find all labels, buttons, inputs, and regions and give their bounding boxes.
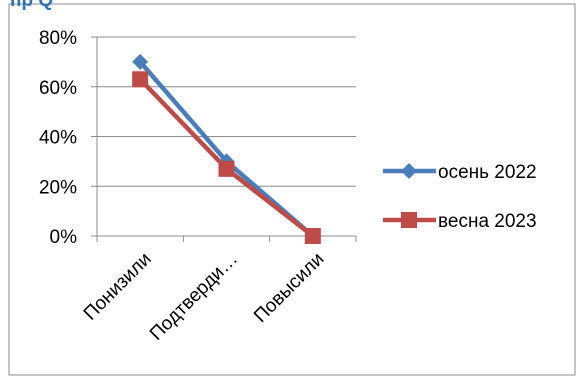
- legend-label: весна 2023: [438, 211, 537, 232]
- chart-area-border: [8, 3, 576, 376]
- legend-entry: осень 2022: [383, 162, 537, 183]
- data-point: [132, 53, 149, 70]
- series: [132, 53, 321, 244]
- legend-label: осень 2022: [438, 162, 537, 183]
- legend-marker: [401, 212, 417, 228]
- legend-entry: весна 2023: [383, 211, 537, 232]
- partial-heading: пр Q: [10, 0, 53, 11]
- data-point: [132, 71, 149, 88]
- y-tick-label: 40%: [39, 128, 77, 149]
- legend: осень 2022 весна 2023: [383, 162, 537, 232]
- series-2: [132, 71, 321, 244]
- legend-marker: [401, 163, 417, 179]
- y-axis-ticks: 0% 20% 40% 60% 80%: [39, 28, 97, 248]
- y-tick-label: 80%: [39, 28, 77, 49]
- y-tick-label: 20%: [39, 177, 77, 198]
- data-point: [304, 228, 321, 244]
- y-tick-label: 0%: [50, 227, 78, 248]
- data-point: [218, 160, 235, 177]
- y-tick-label: 60%: [39, 78, 77, 99]
